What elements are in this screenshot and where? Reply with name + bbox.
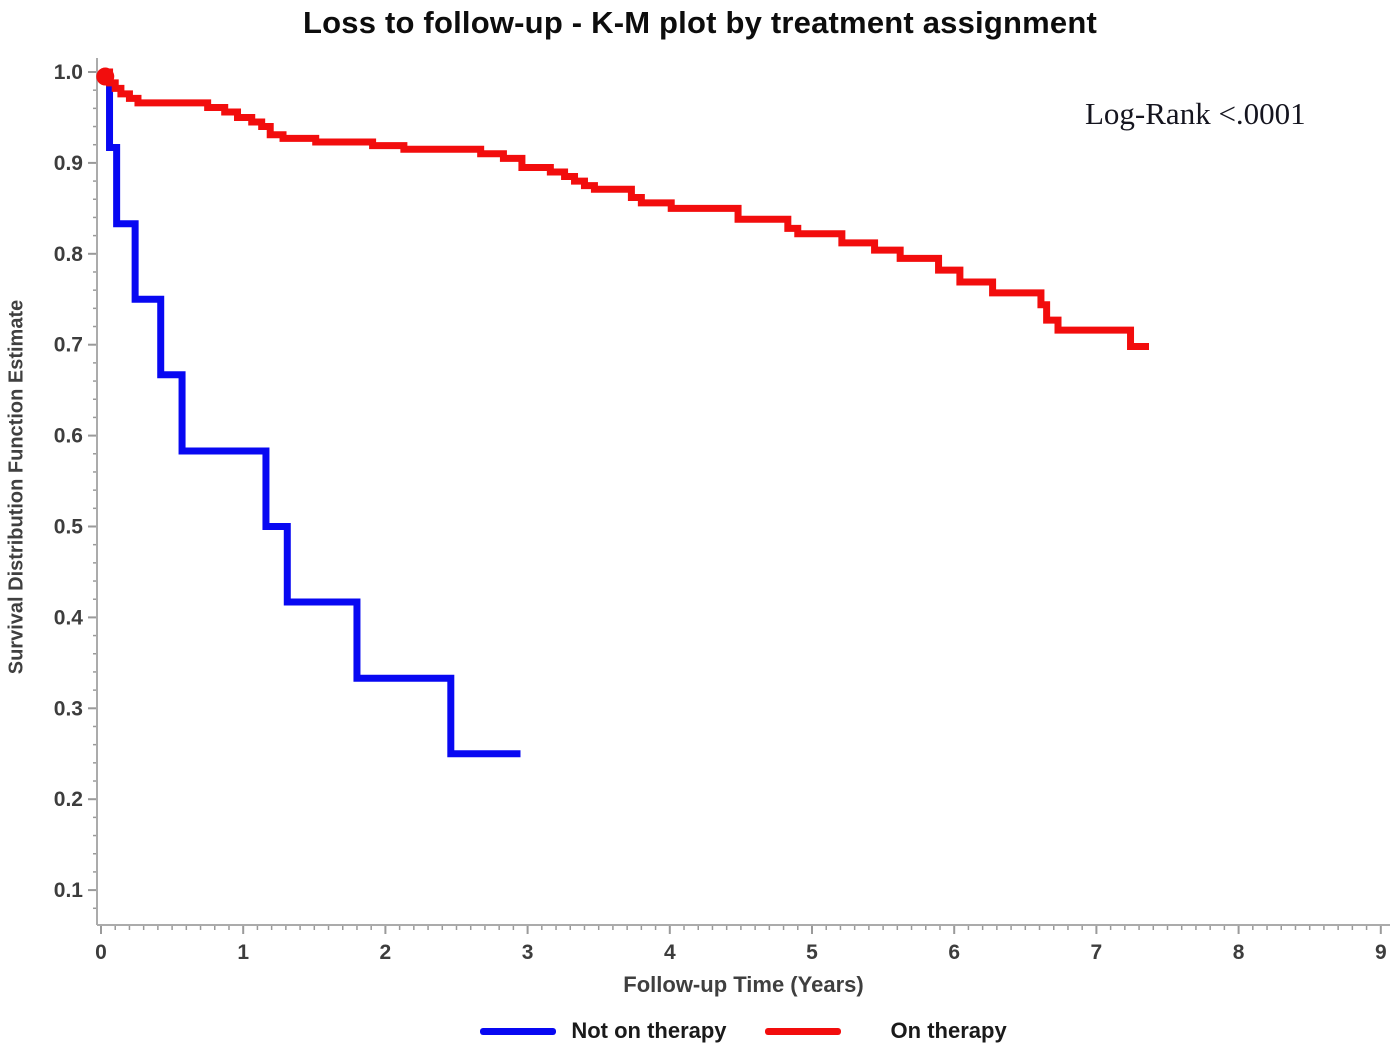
x-tick-label: 8	[1233, 941, 1245, 964]
legend: Not on therapy On therapy	[97, 1018, 1390, 1044]
y-tick-label: 0.5	[54, 516, 84, 539]
legend-item-not-on-therapy: Not on therapy	[480, 1018, 727, 1044]
legend-swatch-on-therapy	[764, 1027, 841, 1035]
y-tick-label: 0.7	[54, 334, 83, 357]
legend-label-not-on-therapy: Not on therapy	[571, 1018, 727, 1043]
legend-item-on-therapy: On therapy	[764, 1018, 1007, 1044]
y-tick-label: 0.8	[54, 243, 84, 266]
y-tick-label: 1.0	[54, 61, 83, 84]
y-tick-label: 0.9	[54, 152, 83, 175]
x-axis-title: Follow-up Time (Years)	[623, 972, 864, 997]
y-tick-label: 0.1	[54, 879, 84, 902]
x-tick-label: 5	[806, 941, 818, 964]
legend-label-on-therapy: On therapy	[890, 1018, 1007, 1043]
x-tick-label: 0	[95, 941, 107, 964]
log-rank-annotation: Log-Rank <.0001	[1085, 96, 1306, 131]
y-tick-label: 0.2	[54, 788, 83, 811]
x-tick-label: 9	[1375, 941, 1387, 964]
x-tick-label: 2	[380, 941, 392, 964]
y-tick-label: 0.4	[54, 606, 84, 629]
x-tick-label: 3	[522, 941, 534, 964]
km-curve-on-therapy	[101, 68, 1150, 351]
curve-start-marker	[96, 67, 115, 86]
y-tick-label: 0.3	[54, 697, 83, 720]
y-axis-title: Survival Distribution Function Estimate	[5, 299, 28, 675]
legend-swatch-not-on-therapy	[480, 1027, 557, 1035]
x-tick-label: 6	[948, 941, 960, 964]
x-tick-label: 4	[664, 941, 676, 964]
km-curve-not-on-therapy	[101, 68, 521, 758]
y-tick-label: 0.6	[54, 425, 83, 448]
x-tick-label: 1	[237, 941, 249, 964]
axes: 0.1 0.2 0.3 0.4 0.5 0.6 0.7 0.8 0.9 1.0 0 1 2 3 4 5 6 7 8 9	[54, 58, 1390, 964]
chart-title: Loss to follow-up - K-M plot by treatmen…	[302, 5, 1097, 40]
x-tick-label: 7	[1091, 941, 1103, 964]
